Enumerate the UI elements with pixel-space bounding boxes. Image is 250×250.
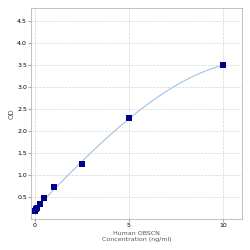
Point [35,206,39,210]
Point [33,208,37,212]
Point [38,202,42,205]
Y-axis label: OD: OD [8,108,14,119]
Point [127,116,131,120]
Point [221,63,225,67]
X-axis label: Human OBSCN
Concentration (ng/ml): Human OBSCN Concentration (ng/ml) [102,231,171,242]
Point [52,185,56,189]
Point [80,162,84,166]
Point [42,196,46,200]
Point [34,207,38,211]
